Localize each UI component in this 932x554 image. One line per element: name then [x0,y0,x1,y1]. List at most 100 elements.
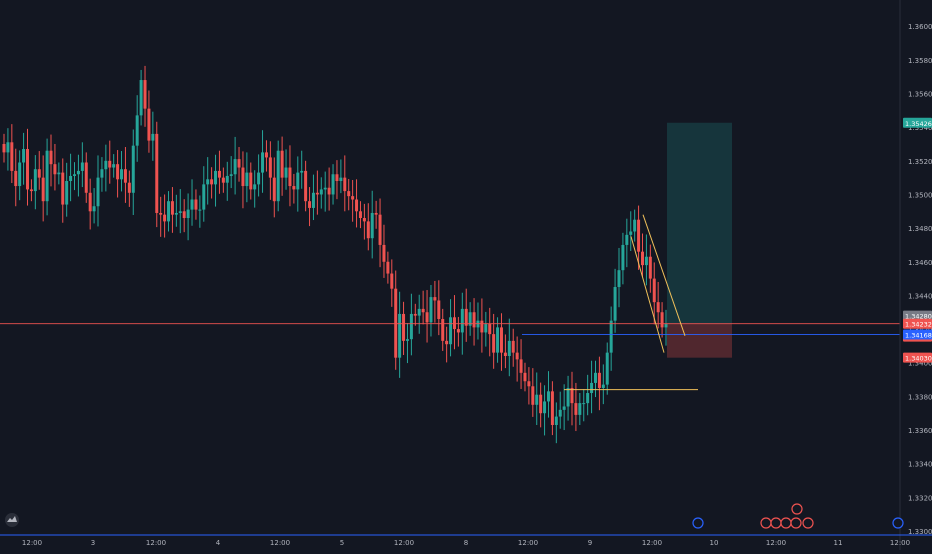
candle-body [221,177,225,183]
candle-body [464,308,468,326]
candle-body [276,150,280,202]
candle-body [198,209,202,211]
candle-body [249,172,253,190]
position-tool[interactable] [667,122,732,358]
event-icon [790,517,802,529]
candle-body [57,172,61,175]
candle-body [523,372,527,382]
candle-body [45,150,49,202]
candle-body [586,393,590,404]
candle-body [10,142,14,171]
candle-body [112,164,116,168]
candle-body [147,108,151,141]
tradingview-cloud-icon[interactable] [5,513,19,527]
candle-body [531,386,535,405]
candle-body [456,329,460,333]
candle-body [664,324,668,328]
candle-body [73,174,77,176]
candle-body [18,162,22,187]
candle-body [41,177,45,202]
candle-body [288,167,292,187]
candle-body [492,334,496,353]
y-tick-label: 1.33800 [908,393,932,401]
price-label-box [903,310,932,321]
price-label-text: 1.35426 [905,120,932,128]
candle-body [452,317,456,330]
price-label-box [903,117,932,128]
candle-body [625,234,629,245]
price-label-box [903,329,932,340]
candle-body [92,206,96,212]
candle-body [648,256,652,279]
candle-body [194,199,198,210]
y-tick-label: 1.34600 [908,259,932,267]
candle-body [233,159,237,175]
candle-body [84,162,88,193]
candle-body [355,199,359,212]
candles [2,65,668,444]
candle-body [582,403,586,405]
x-tick-label: 12:00 [642,539,662,547]
candle-body [468,312,472,326]
candle-body [217,170,221,178]
event-markers[interactable] [692,503,904,529]
y-tick-label: 1.35600 [908,91,932,99]
candle-body [327,187,331,195]
candle-body [570,387,574,404]
price-label-text: 1.34030 [905,355,932,363]
candle-body [26,149,30,190]
candle-body [315,192,319,195]
candle-body [143,80,147,109]
x-tick-label: 3 [91,539,95,547]
candle-body [543,401,547,414]
event-icon [692,517,704,529]
x-tick-label: 12:00 [22,539,42,547]
candle-body [370,212,374,239]
candle-body [311,192,315,208]
candle-body [617,270,621,288]
candle-body [405,339,409,341]
candle-body [390,273,394,289]
price-label-box [903,352,932,363]
candle-body [33,169,37,192]
x-tick-label: 12:00 [890,539,910,547]
y-tick-label: 1.34800 [908,225,932,233]
candle-body [484,324,488,333]
y-tick-label: 1.33400 [908,461,932,469]
candle-body [566,387,570,407]
candle-body [425,312,429,323]
x-tick-label: 11 [834,539,843,547]
y-tick-label: 1.35000 [908,191,932,199]
candle-body [159,212,163,215]
candle-body [268,157,272,178]
candle-body [167,201,171,222]
candle-body [480,320,484,333]
x-tick-label: 10 [710,539,719,547]
candle-body [280,150,284,178]
candle-body [503,352,507,356]
candle-body [437,300,441,319]
y-tick-label: 1.33200 [908,494,932,502]
drawings[interactable] [0,214,900,391]
candle-body [449,317,453,345]
price-label-text: 1.34280 [905,313,932,321]
candle-body [29,189,33,192]
candle-body [151,133,155,141]
candle-body [139,80,143,116]
candle-body [578,403,582,415]
candle-body [229,174,233,176]
candle-body [88,192,92,212]
candle-body [347,191,351,197]
candle-body [609,320,613,353]
candle-body [460,308,464,333]
candle-body [100,169,104,178]
candle-body [155,133,159,213]
candle-body [178,211,182,213]
candle-body [308,201,312,208]
x-tick-label: 12:00 [766,539,786,547]
event-icon [791,503,803,515]
time-axis[interactable]: 12:00 3 12:00 4 12:00 5 12:00 8 12:00 9 12:00 10 12:… [0,534,932,547]
